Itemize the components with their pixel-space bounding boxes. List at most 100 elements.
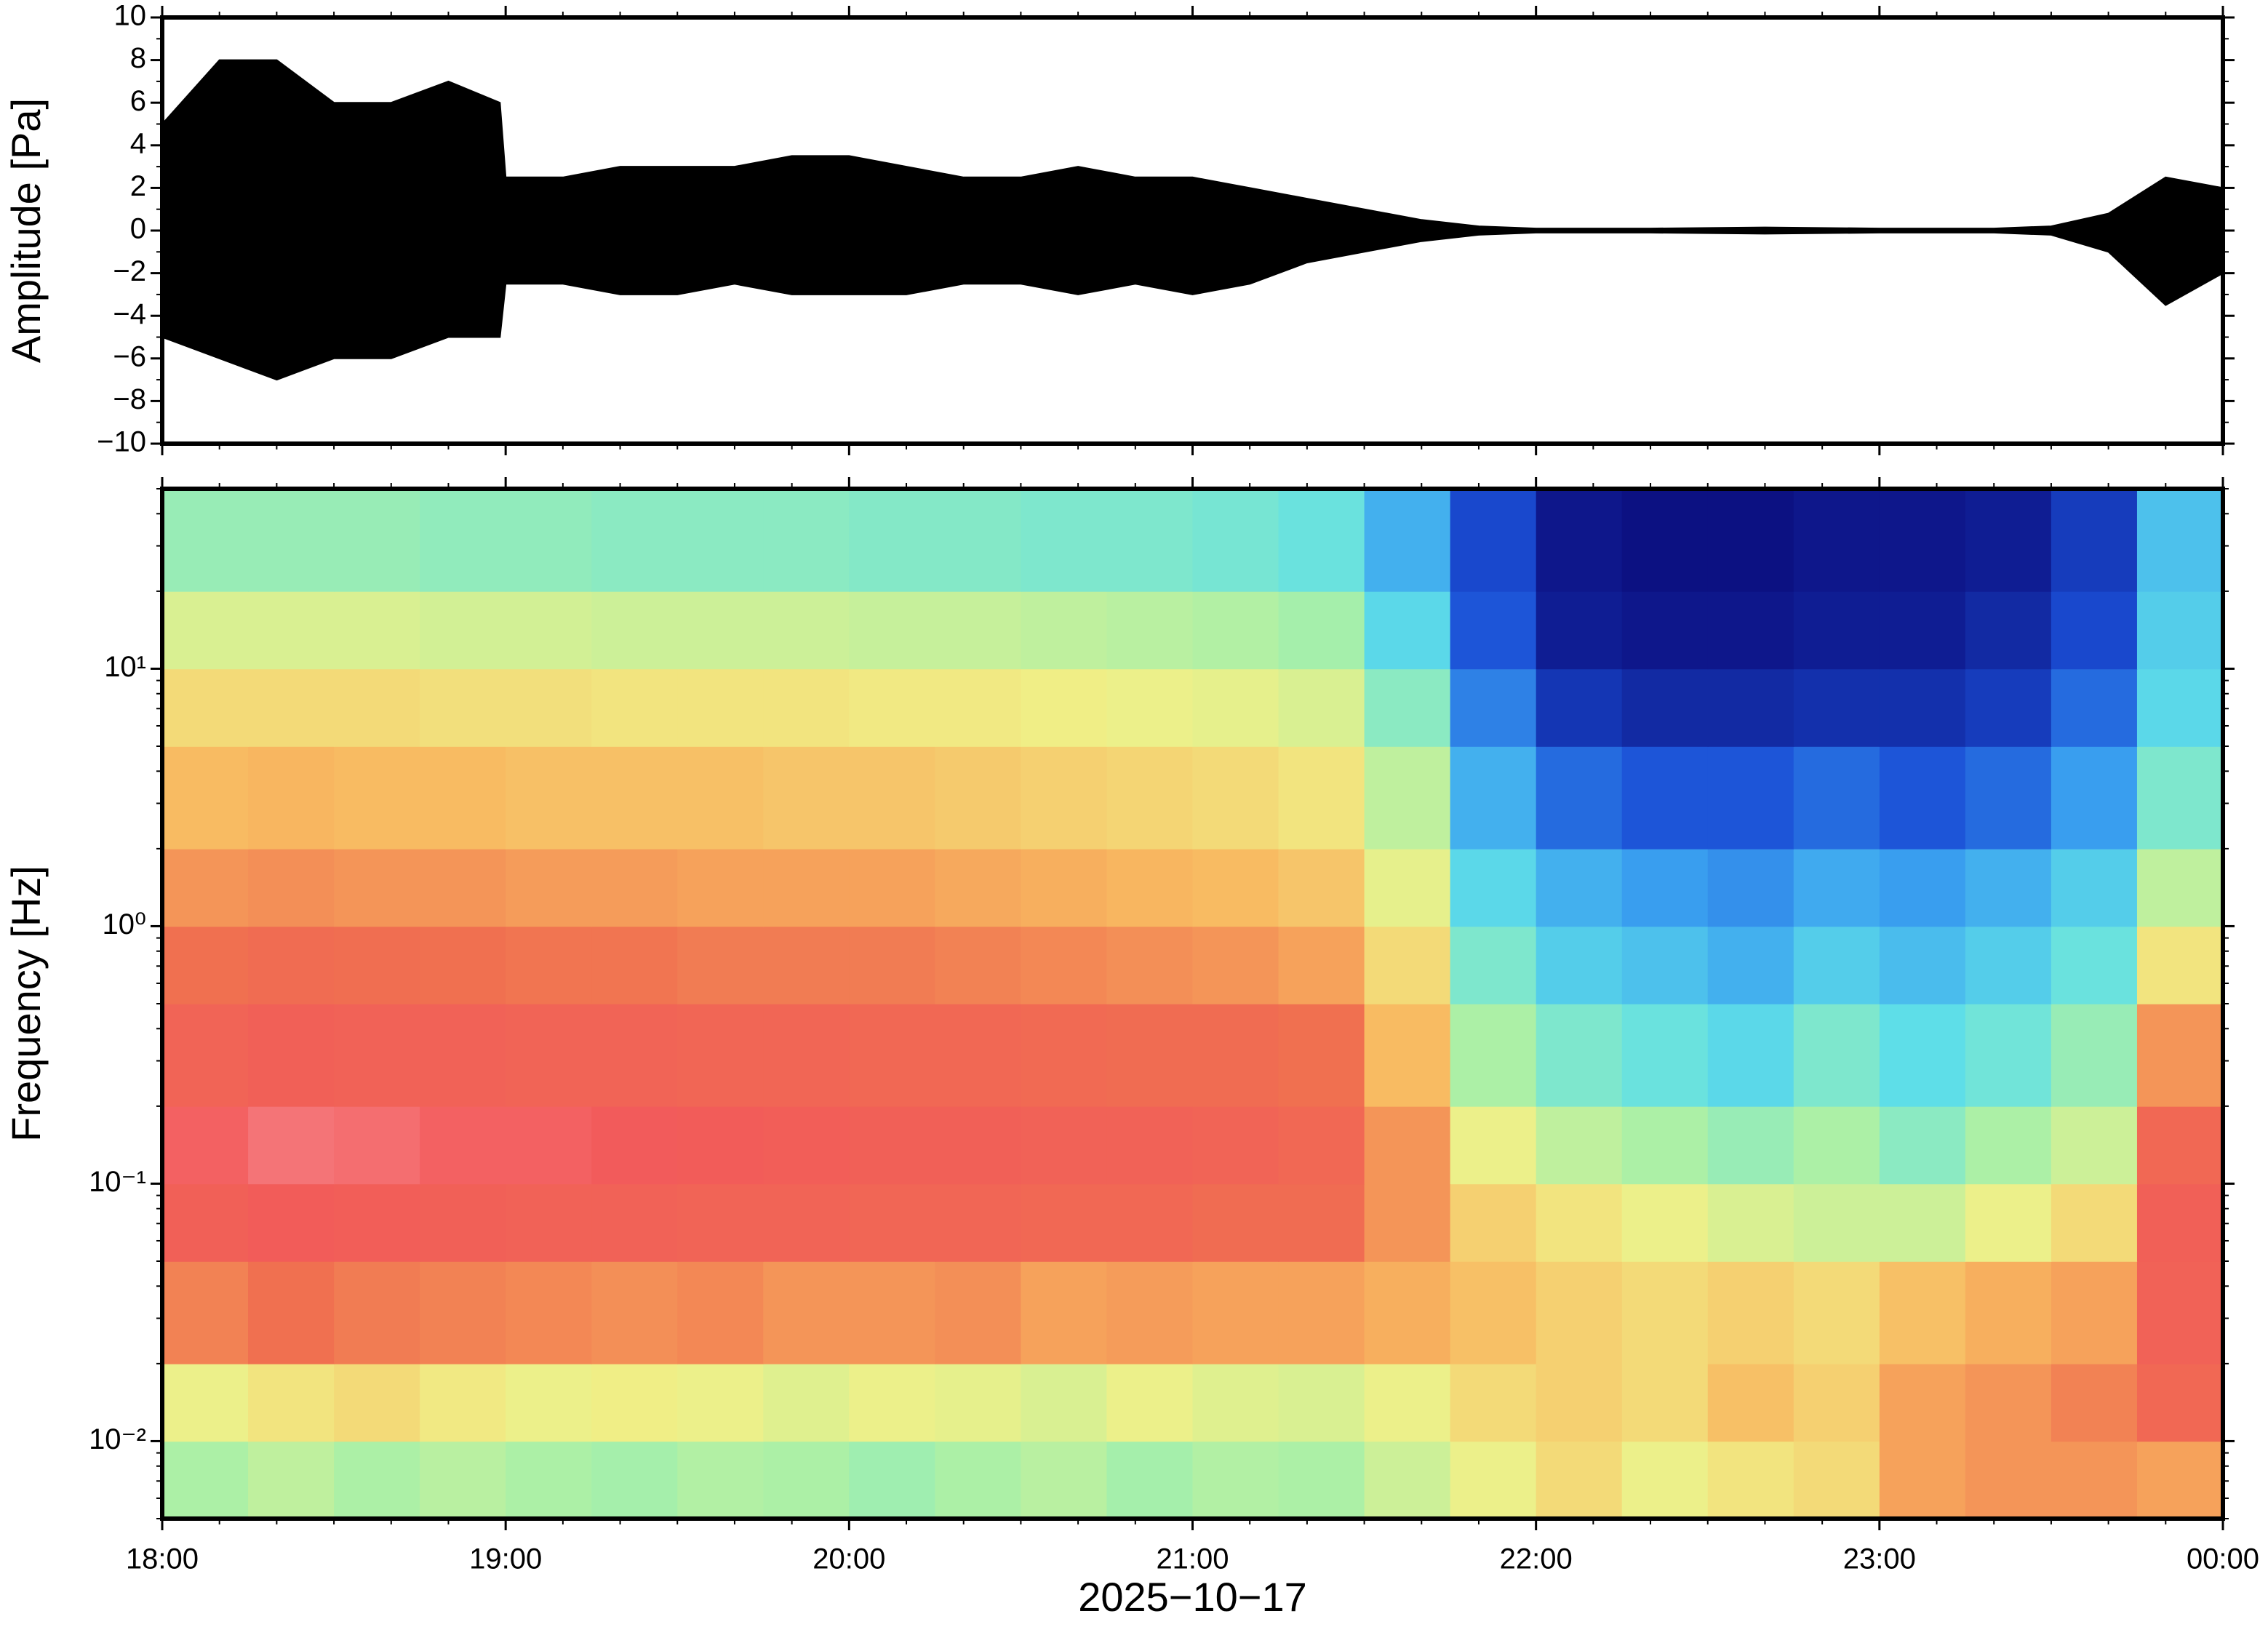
heatmap-cell [849,926,936,1004]
heatmap-cell [935,1363,1022,1442]
heatmap-cell [420,489,506,592]
heatmap-cell [248,926,335,1004]
heatmap-cell [1707,1363,1794,1442]
heatmap-cell [506,591,593,670]
heatmap-cell [1106,489,1194,592]
heatmap-cell [1106,1004,1194,1107]
heatmap-cell [1364,1441,1451,1519]
heatmap-cell [1793,926,1880,1004]
x-tick-label: 21:00 [1156,1543,1229,1575]
heatmap-cell [1536,1441,1623,1519]
y-tick-label: 6 [130,85,146,117]
heatmap-cell [763,1004,850,1107]
heatmap-cell [1536,1106,1623,1185]
heatmap-cell [1536,746,1623,850]
heatmap-cell [2051,1261,2138,1364]
heatmap-cell [849,591,936,670]
heatmap-cell [1106,926,1194,1004]
heatmap-cell [677,1183,764,1262]
y-tick-label: −10 [97,426,146,458]
heatmap-cell [420,1106,506,1185]
heatmap-cell [420,1183,506,1262]
heatmap-cell [1450,489,1537,592]
heatmap-cell [2051,489,2138,592]
heatmap-cell [248,1261,335,1364]
y-tick-label: −6 [113,340,146,372]
heatmap-cell [1021,926,1108,1004]
heatmap-cell [162,591,249,670]
heatmap-cell [2051,1183,2138,1262]
heatmap-cell [1879,668,1966,747]
heatmap-cell [1707,746,1794,850]
heatmap-cell [935,1183,1022,1262]
heatmap-cell [1106,1106,1194,1185]
heatmap-cell [1364,848,1451,927]
heatmap-cell [1278,1183,1365,1262]
heatmap-cell [506,1441,593,1519]
heatmap-cell [2051,1441,2138,1519]
heatmap-cell [1707,668,1794,747]
heatmap-cell [248,1004,335,1107]
heatmap-cell [1021,848,1108,927]
heatmap-cell [1879,1106,1966,1185]
heatmap-cell [334,1441,420,1519]
heatmap-cell [1707,848,1794,927]
heatmap-cell [1965,1441,2052,1519]
heatmap-cell [420,1363,506,1442]
heatmap-cell [677,668,764,747]
heatmap-cell [1278,746,1365,850]
heatmap-cell [1192,1441,1279,1519]
heatmap-cell [1707,489,1794,592]
heatmap-cell [763,1363,850,1442]
heatmap-cell [1621,668,1709,747]
heatmap-cell [420,591,506,670]
heatmap-cell [849,1441,936,1519]
heatmap-cell [849,1183,936,1262]
heatmap-cell [1192,1004,1279,1107]
heatmap-cell [1021,1004,1108,1107]
heatmap-cell [334,668,420,747]
heatmap-cell [1450,1441,1537,1519]
heatmap-cell [2136,746,2223,850]
heatmap-cell [162,1004,249,1107]
heatmap-cell [763,489,850,592]
heatmap-cell [1106,746,1194,850]
heatmap-cell [420,1261,506,1364]
heatmap-cell [1793,489,1880,592]
y-tick-label: 10⁰ [102,908,146,940]
heatmap-cell [334,1261,420,1364]
heatmap-cell [2136,1441,2223,1519]
heatmap-cell [1621,591,1709,670]
heatmap-cell [1793,668,1880,747]
heatmap-cell [1450,668,1537,747]
heatmap-cell [763,1106,850,1185]
heatmap-cell [1793,1183,1880,1262]
heatmap-cell [1021,591,1108,670]
heatmap-cell [1192,591,1279,670]
heatmap-cell [591,926,679,1004]
heatmap-cell [1536,926,1623,1004]
heatmap-cell [1707,1183,1794,1262]
heatmap-cell [1192,1106,1279,1185]
heatmap-cell [1450,1183,1537,1262]
heatmap-cell [1192,489,1279,592]
heatmap-cell [420,1004,506,1107]
y-tick-label: 2 [130,170,146,202]
heatmap-cell [1621,489,1709,592]
heatmap-cell [1621,746,1709,850]
heatmap-cell [763,1261,850,1364]
y-tick-label: 10¹ [104,651,146,683]
heatmap-cell [591,489,679,592]
heatmap-cell [935,1441,1022,1519]
heatmap-cell [334,1004,420,1107]
heatmap-cell [162,1106,249,1185]
heatmap-cell [2136,1363,2223,1442]
y-tick-label: 4 [130,127,146,159]
heatmap-cell [1278,591,1365,670]
heatmap-cell [1879,1363,1966,1442]
heatmap-cell [2136,926,2223,1004]
heatmap-cell [2051,746,2138,850]
x-tick-label: 20:00 [812,1543,885,1575]
heatmap-cell [1278,1363,1365,1442]
